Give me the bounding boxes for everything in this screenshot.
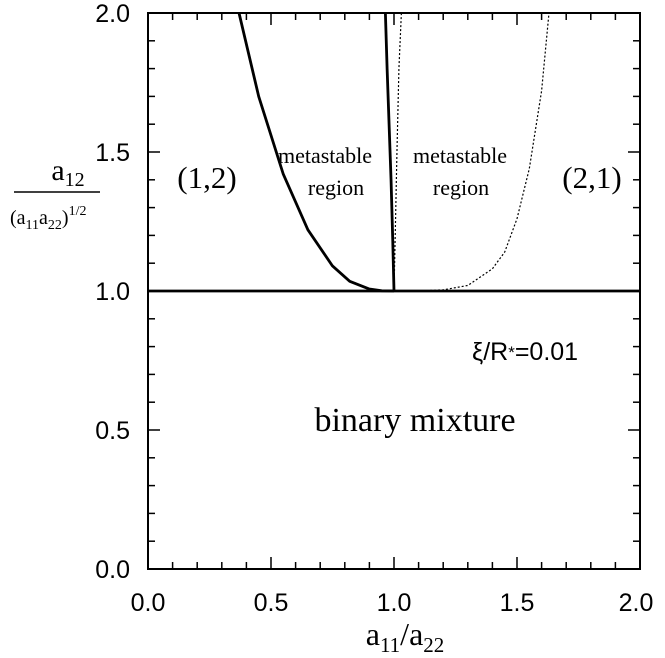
x-tick-label: 1.5 [500,589,535,617]
annotation-binary-mixture: binary mixture [314,402,515,439]
x-tick-labels: 0.0 0.5 1.0 1.5 2.0 [131,589,654,617]
dotted-boundary-curve [393,12,402,292]
y-label-sub12: 12 [65,169,85,191]
xi-label: ξ/R [472,338,508,366]
y-label-den-close: ) [62,207,69,229]
xi-value: =0.01 [515,338,578,366]
solid-boundary-curve [383,12,396,292]
annotation-region-right: region [433,175,489,200]
curves [148,12,640,293]
x-label-sub22: 22 [423,633,444,657]
annotation-xi-ratio: ξ/R*=0.01 [472,338,578,366]
y-label-den-sub22: 22 [48,218,62,233]
x-tick-label: 1.0 [377,589,412,617]
y-tick-label: 1.0 [95,278,130,306]
y-tick-label: 2.0 [95,0,130,28]
x-tick-label: 2.0 [619,589,654,617]
y-label-numerator: a12 [51,154,84,191]
y-label-den-sup: 1/2 [69,204,87,219]
x-label-sub11: 11 [380,633,400,657]
y-tick-labels: 0.0 0.5 1.0 1.5 2.0 [95,0,130,584]
y-axis-label: a12 (a11a22)1/2 [10,154,100,233]
x-axis-label: a11/a22 [366,616,445,657]
y-label-den-sub11: 11 [26,218,39,233]
annotation-phase-12: (1,2) [177,160,236,195]
y-label-a: a [51,154,64,187]
x-tick-label: 0.0 [131,589,166,617]
axis-ticks [147,12,641,570]
xi-star: * [508,343,515,362]
x-tick-label: 0.5 [254,589,289,617]
y-label-den-open: (a [10,207,26,229]
y-label-den-a: a [39,207,48,229]
annotation-metastable-right: metastable [413,143,507,168]
annotation-phase-21: (2,1) [562,160,621,195]
y-tick-label: 1.5 [95,139,130,167]
y-tick-label: 0.5 [95,417,130,445]
annotation-metastable-left: metastable [278,143,372,168]
annotation-region-left: region [308,175,364,200]
y-label-denominator: (a11a22)1/2 [10,204,86,233]
x-label-a: a [366,616,380,652]
x-label-slash: /a [400,616,423,652]
y-tick-label: 0.0 [95,556,130,584]
